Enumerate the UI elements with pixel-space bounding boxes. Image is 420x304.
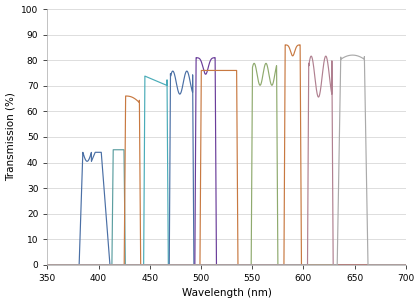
X-axis label: Wavelength (nm): Wavelength (nm) — [182, 288, 272, 299]
Y-axis label: Transmission (%): Transmission (%) — [5, 92, 16, 181]
